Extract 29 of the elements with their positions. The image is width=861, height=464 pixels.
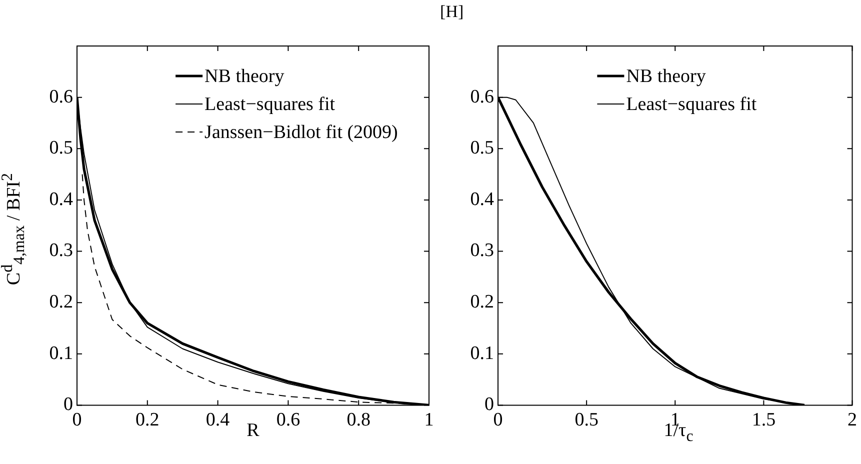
x-tick-label: 0.8 — [346, 410, 370, 431]
x-axis-title: R — [246, 420, 260, 441]
y-tick-label: 0.2 — [470, 292, 494, 313]
y-tick-label: 0.1 — [470, 342, 494, 364]
y-tick-label: 0.4 — [470, 188, 494, 210]
y-tick-label: 0.1 — [49, 342, 73, 364]
legend-label: Janssen−Bidlot fit (2009) — [204, 122, 398, 143]
y-tick-label: 0.6 — [49, 86, 73, 108]
x-tick-label: 0.4 — [206, 410, 230, 431]
legend-label: Least−squares fit — [626, 94, 758, 115]
y-tick-label: 0 — [484, 394, 494, 416]
legend-label: NB theory — [204, 66, 285, 87]
y-tick-label: 0.5 — [49, 138, 73, 159]
y-tick-label: 0 — [64, 394, 73, 416]
x-tick-label: 1.5 — [752, 410, 776, 431]
x-tick-label: 0.6 — [276, 410, 300, 431]
y-tick-label: 0.3 — [470, 240, 494, 262]
x-tick-label: 1 — [424, 410, 434, 431]
y-tick-label: 0.6 — [470, 86, 494, 108]
y-tick-label: 0.5 — [470, 138, 494, 159]
legend-label: NB theory — [626, 66, 706, 87]
text: [H] — [440, 2, 464, 22]
x-tick-label: 0.5 — [574, 410, 598, 431]
x-tick-label: 0.2 — [136, 410, 160, 431]
legend-label: Least−squares fit — [204, 94, 336, 115]
y-tick-label: 0.4 — [49, 188, 74, 210]
x-tick-label: 2 — [848, 410, 857, 431]
y-tick-label: 0.3 — [49, 240, 73, 262]
y-tick-label: 0.2 — [49, 292, 73, 313]
